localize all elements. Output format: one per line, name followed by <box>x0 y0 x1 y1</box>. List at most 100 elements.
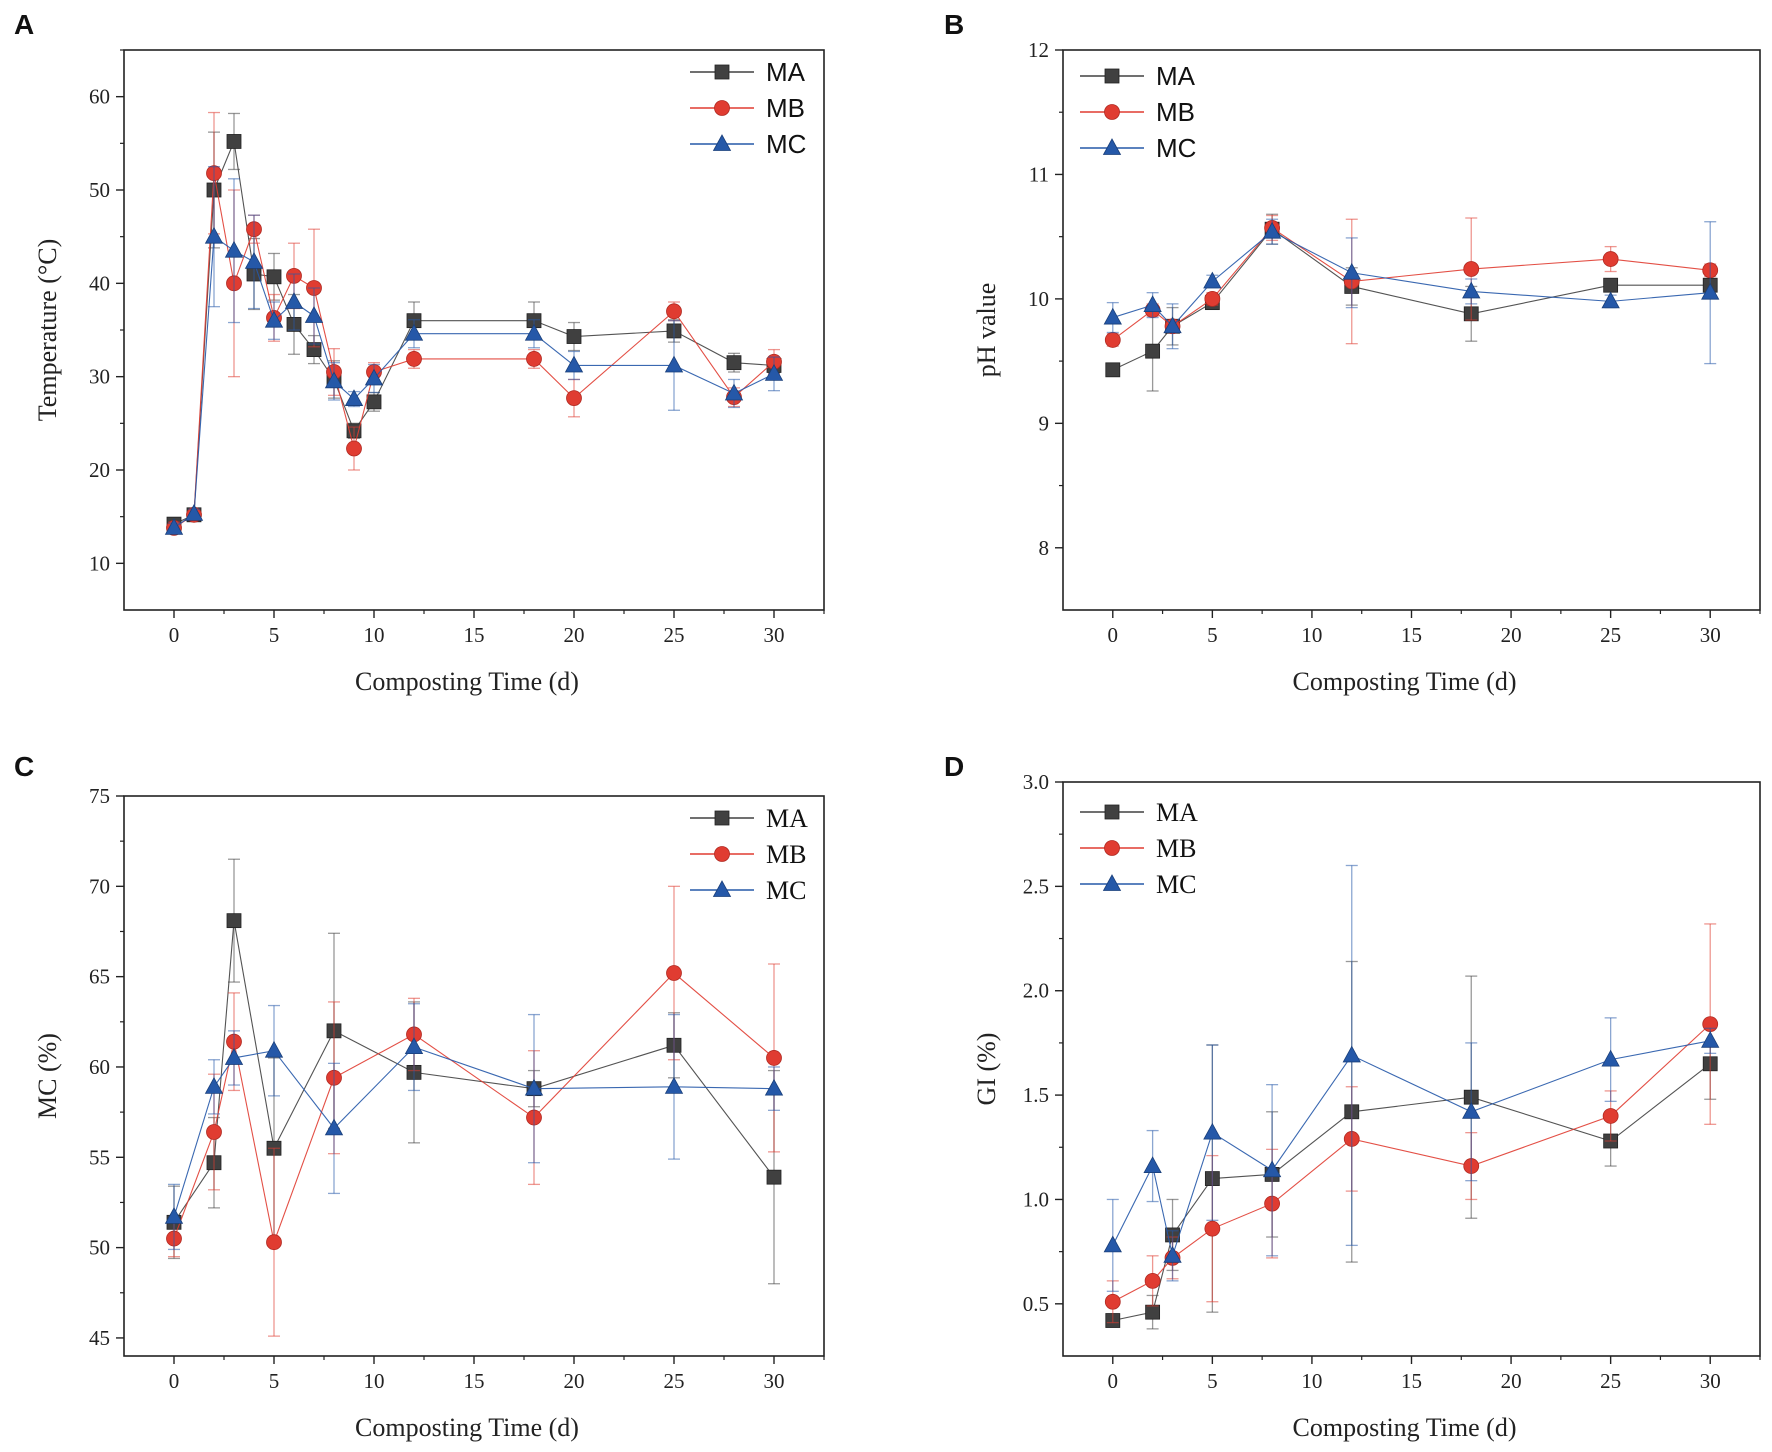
x-tick-label: 20 <box>564 1369 585 1393</box>
y-tick-label: 10 <box>89 551 110 575</box>
data-point <box>764 364 784 381</box>
legend-item-mb: MB <box>690 840 806 869</box>
chart-panel-b: B 0 5 10 15 20 25 30 8 9 10 11 12 Composting Time (d)… <box>944 9 1761 696</box>
data-point <box>1601 1049 1620 1067</box>
legend-label: MB <box>766 840 806 869</box>
legend-item-mc: MC <box>690 129 806 159</box>
data-point <box>344 389 364 406</box>
y-tick-label: 10 <box>1028 287 1049 311</box>
data-point <box>404 323 424 341</box>
y-tick-label: 75 <box>89 784 110 808</box>
data-point <box>566 329 582 344</box>
data-point <box>764 1078 784 1096</box>
y-tick-label: 60 <box>89 85 110 109</box>
x-tick-label: 30 <box>1700 1369 1721 1393</box>
legend-marker <box>714 810 730 826</box>
legend-item-mc: MC <box>1080 870 1196 899</box>
x-tick-label: 15 <box>1401 1369 1422 1393</box>
data-point <box>1144 1272 1161 1289</box>
x-tick-label: 25 <box>1600 1369 1621 1393</box>
data-point <box>566 390 582 407</box>
legend-marker <box>714 846 730 862</box>
data-point <box>364 368 384 386</box>
x-tick-label: 0 <box>169 623 180 647</box>
y-tick-label: 8 <box>1039 536 1050 560</box>
y-tick-label: 60 <box>89 1055 110 1079</box>
data-point <box>266 269 282 285</box>
y-tick-label: 1.0 <box>1023 1187 1049 1211</box>
legend: MA MB MC <box>690 57 806 159</box>
legend-marker <box>1104 68 1120 84</box>
y-axis-title: pH value <box>972 283 1001 378</box>
data-point <box>1462 281 1481 299</box>
data-point <box>1163 1245 1182 1263</box>
data-point <box>284 292 304 309</box>
data-point <box>164 518 184 535</box>
series-mc <box>164 166 784 535</box>
y-tick-label: 3.0 <box>1023 770 1049 794</box>
legend-marker <box>1104 804 1120 820</box>
data-point <box>1143 1156 1162 1173</box>
legend-label: MC <box>766 876 806 905</box>
x-tick-label: 15 <box>464 623 485 647</box>
series-mb <box>1104 923 1719 1324</box>
legend-label: MA <box>766 57 806 87</box>
data-point <box>1145 343 1161 359</box>
series-mc <box>1103 864 1720 1292</box>
data-point <box>226 134 242 149</box>
data-point <box>1602 1108 1619 1124</box>
data-point <box>524 323 544 341</box>
legend-item-ma: MA <box>690 57 806 87</box>
legend-marker <box>712 880 732 897</box>
x-tick-label: 20 <box>1501 1369 1522 1393</box>
series-ma <box>1105 960 1718 1330</box>
data-point <box>1143 295 1162 313</box>
series-line <box>173 235 775 529</box>
data-point <box>664 355 684 373</box>
x-tick-label: 15 <box>1401 623 1422 647</box>
data-point <box>346 440 362 457</box>
data-point <box>226 913 242 929</box>
series-line <box>1112 228 1711 371</box>
x-tick-label: 0 <box>1108 623 1119 647</box>
legend-label: MC <box>1156 870 1196 899</box>
data-point <box>264 310 284 328</box>
x-tick-label: 5 <box>269 623 280 647</box>
data-point <box>1145 1304 1161 1320</box>
series-ma <box>166 858 782 1285</box>
series-mc <box>164 1003 784 1251</box>
data-point <box>1701 1030 1720 1048</box>
series-line <box>1112 231 1711 328</box>
x-tick-label: 15 <box>464 1369 485 1393</box>
data-point <box>766 1050 782 1066</box>
panel-label: A <box>14 9 34 40</box>
x-tick-label: 5 <box>1207 623 1218 647</box>
data-point <box>1204 290 1221 307</box>
data-point <box>666 965 682 981</box>
y-tick-label: 0.5 <box>1023 1292 1049 1316</box>
data-point <box>324 371 344 389</box>
legend-item-mb: MB <box>1080 834 1196 863</box>
data-point <box>1603 277 1619 293</box>
data-point <box>1104 1293 1121 1310</box>
data-point <box>266 1234 282 1251</box>
data-point <box>1601 291 1620 309</box>
x-axis-title: Composting Time (d) <box>355 667 579 696</box>
series-mb <box>166 111 782 536</box>
legend-item-ma: MA <box>690 804 808 833</box>
legend-label: MA <box>766 804 808 833</box>
legend-item-ma: MA <box>1080 798 1198 827</box>
x-tick-label: 10 <box>364 623 385 647</box>
legend-marker <box>1104 104 1120 120</box>
data-point <box>164 1207 184 1224</box>
y-tick-label: 2.5 <box>1023 874 1049 898</box>
y-tick-label: 50 <box>89 1236 110 1260</box>
plot-frame <box>123 49 825 611</box>
x-axis-title: Composting Time (d) <box>1293 1413 1517 1442</box>
data-point <box>1342 1045 1361 1063</box>
legend-marker <box>712 134 732 151</box>
legend-marker <box>714 64 730 80</box>
series-line <box>1112 227 1711 341</box>
y-tick-label: 55 <box>89 1145 110 1169</box>
